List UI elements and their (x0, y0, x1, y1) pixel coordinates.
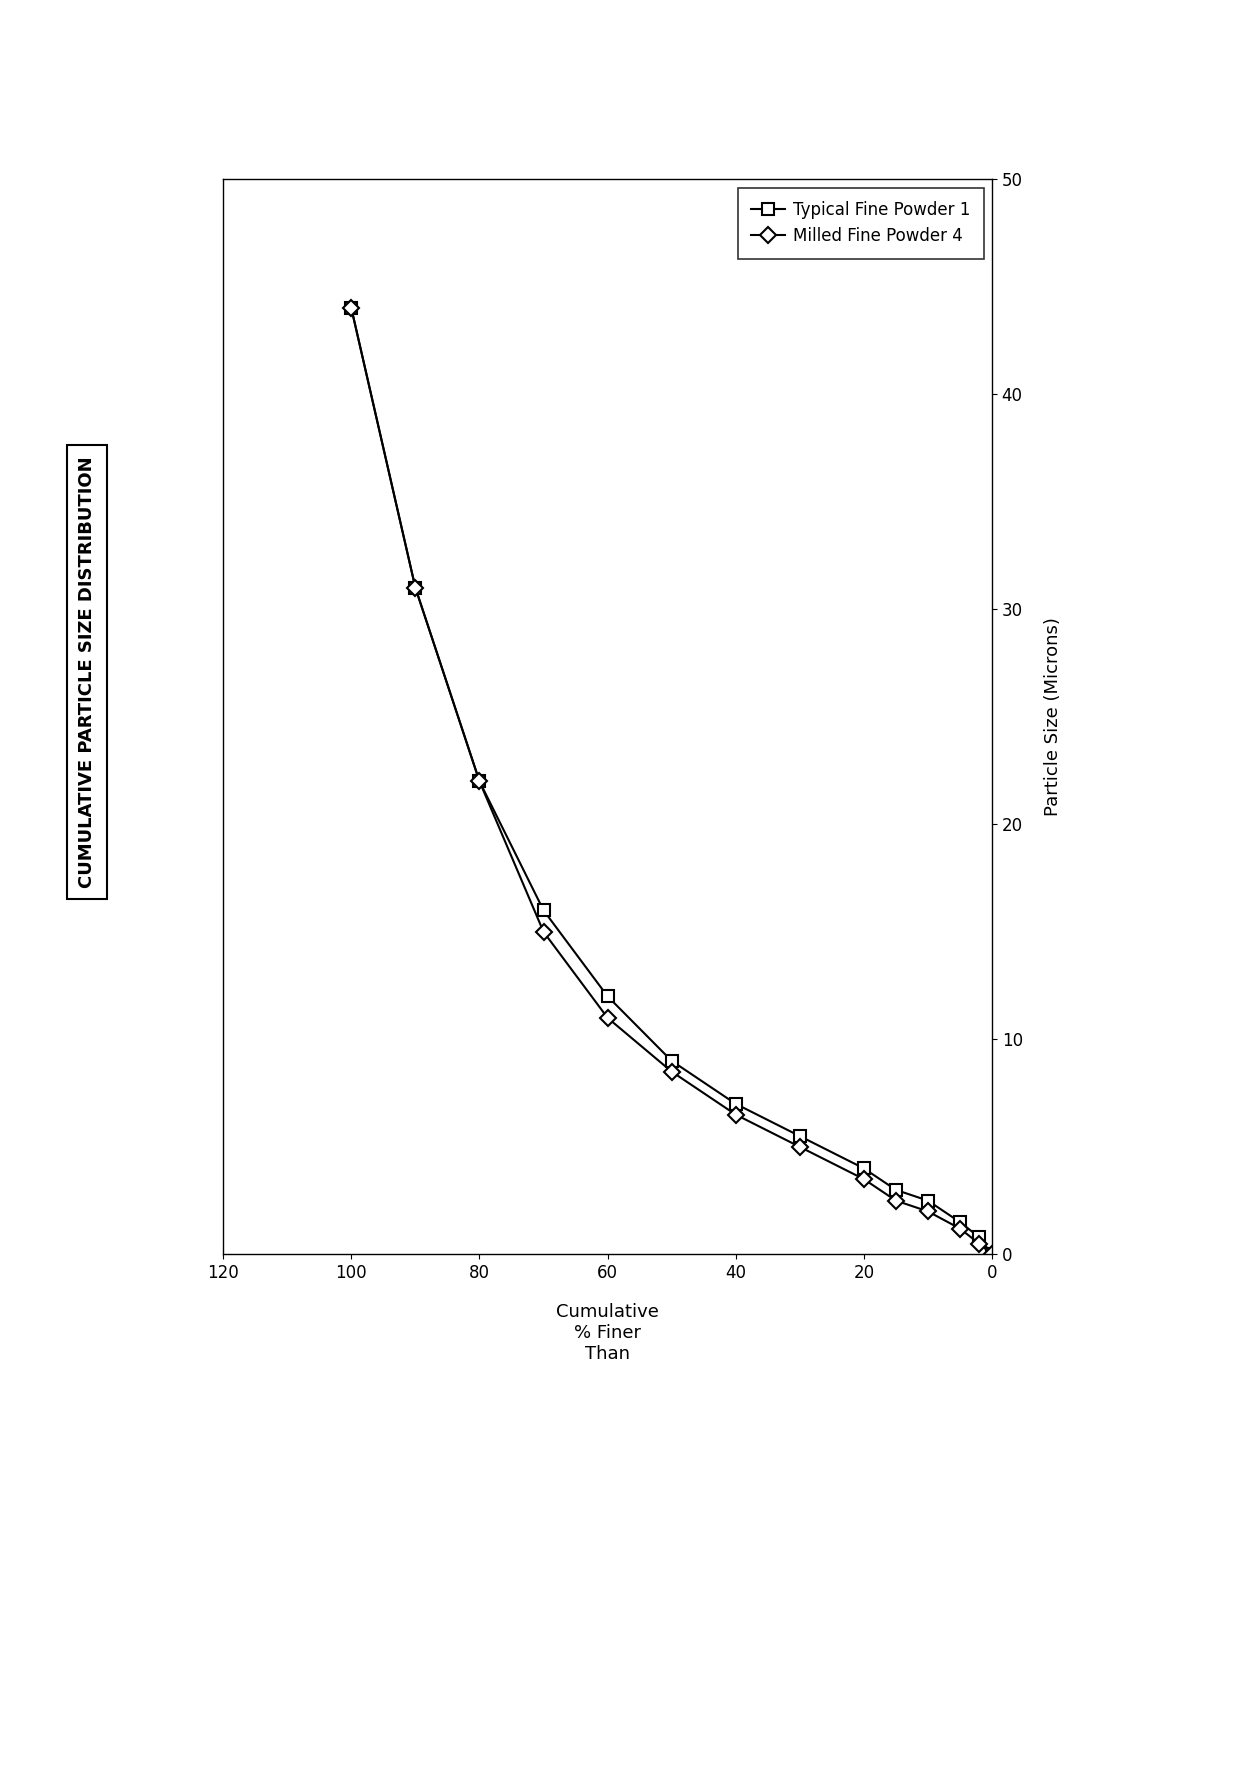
Milled Fine Powder 4 (408, 577, 423, 599)
Milled Fine Powder 4 (857, 1168, 872, 1190)
Milled Fine Powder 4 (792, 1136, 807, 1158)
Typical Fine Powder 1 (536, 900, 551, 921)
Milled Fine Powder 4 (972, 1233, 987, 1254)
Typical Fine Powder 1 (600, 986, 615, 1007)
Typical Fine Powder 1 (985, 1244, 999, 1265)
Line: Milled Fine Powder 4: Milled Fine Powder 4 (346, 303, 997, 1260)
Typical Fine Powder 1 (792, 1125, 807, 1147)
Milled Fine Powder 4 (985, 1244, 999, 1265)
Typical Fine Powder 1 (665, 1050, 680, 1072)
Line: Typical Fine Powder 1: Typical Fine Powder 1 (346, 303, 997, 1260)
Typical Fine Powder 1 (972, 1226, 987, 1247)
Typical Fine Powder 1 (472, 771, 487, 792)
Milled Fine Powder 4 (600, 1007, 615, 1029)
Text: CUMULATIVE PARTICLE SIZE DISTRIBUTION: CUMULATIVE PARTICLE SIZE DISTRIBUTION (78, 457, 95, 887)
Typical Fine Powder 1 (857, 1158, 872, 1179)
Milled Fine Powder 4 (472, 771, 487, 792)
Milled Fine Powder 4 (665, 1061, 680, 1082)
Typical Fine Powder 1 (408, 577, 423, 599)
Milled Fine Powder 4 (952, 1219, 967, 1240)
Legend: Typical Fine Powder 1, Milled Fine Powder 4: Typical Fine Powder 1, Milled Fine Powde… (738, 188, 983, 258)
Y-axis label: Particle Size (Microns): Particle Size (Microns) (1044, 618, 1061, 815)
Typical Fine Powder 1 (343, 297, 358, 319)
X-axis label: Cumulative
% Finer
Than: Cumulative % Finer Than (557, 1303, 658, 1362)
Typical Fine Powder 1 (888, 1179, 903, 1201)
Typical Fine Powder 1 (920, 1190, 935, 1211)
Milled Fine Powder 4 (728, 1104, 743, 1125)
Milled Fine Powder 4 (888, 1190, 903, 1211)
Milled Fine Powder 4 (920, 1201, 935, 1222)
Typical Fine Powder 1 (952, 1211, 967, 1233)
Typical Fine Powder 1 (728, 1093, 743, 1115)
Milled Fine Powder 4 (536, 921, 551, 943)
Milled Fine Powder 4 (343, 297, 358, 319)
